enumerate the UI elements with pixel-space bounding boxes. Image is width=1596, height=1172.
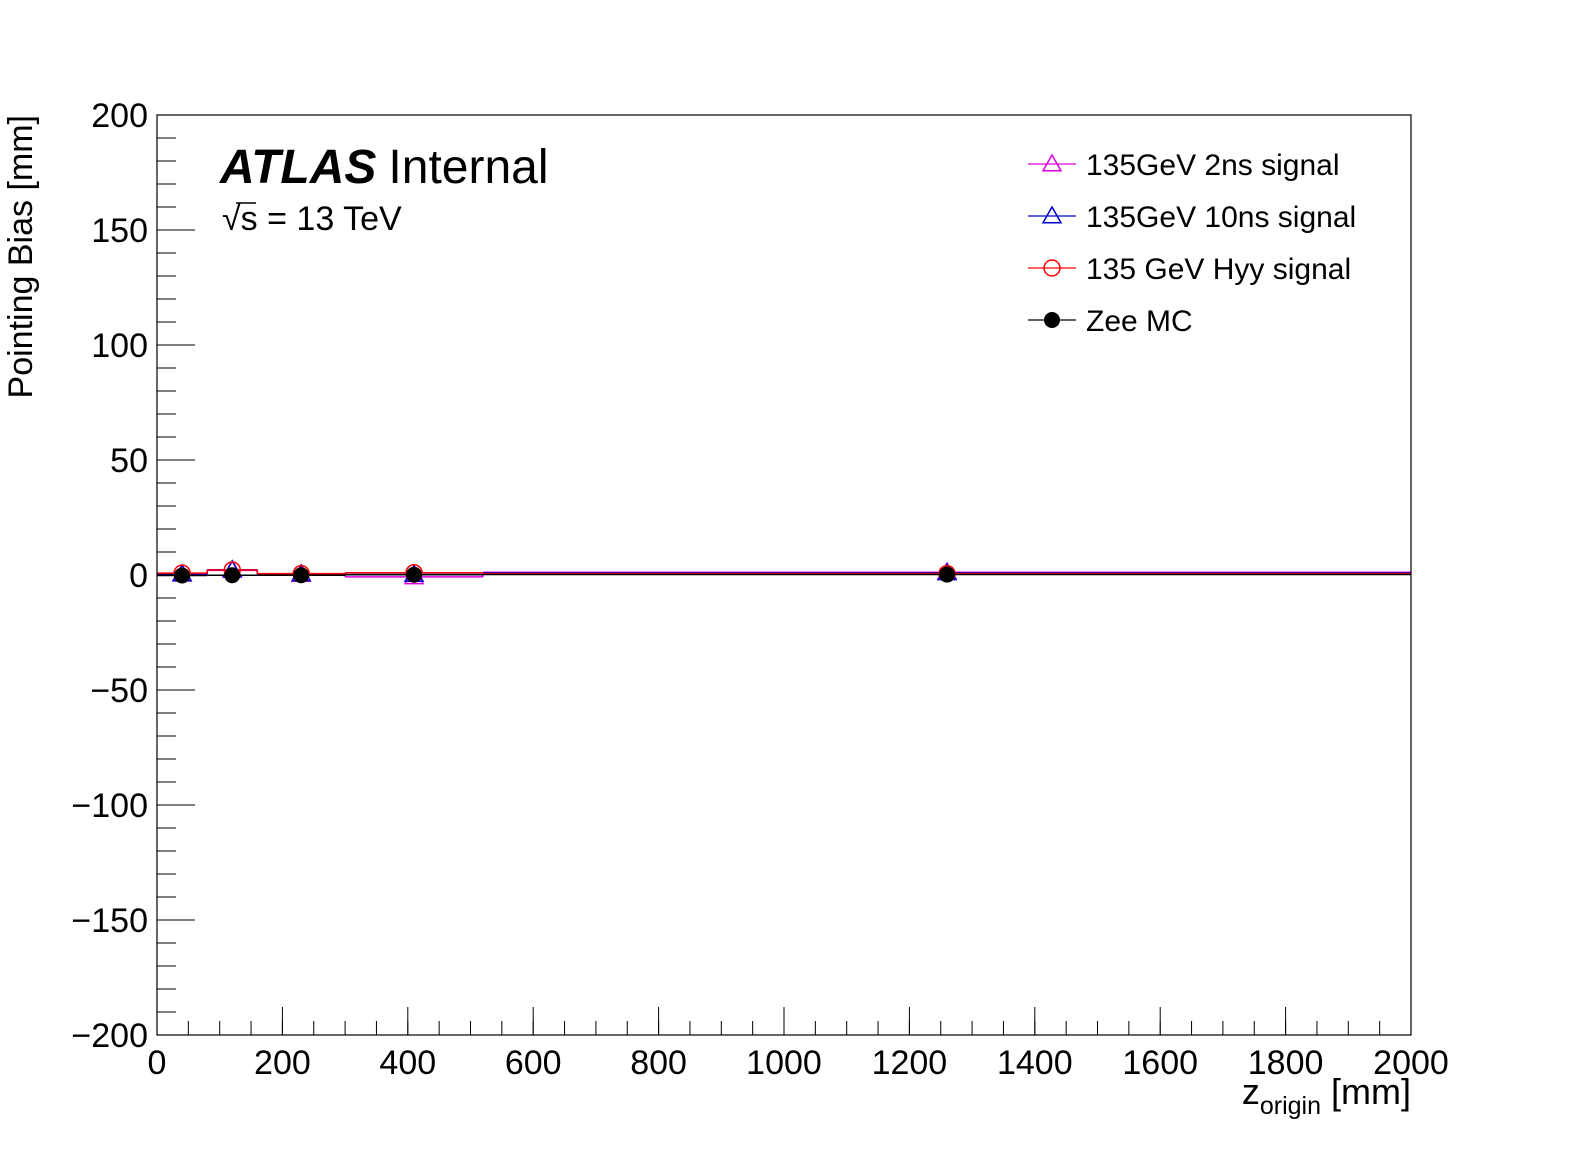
legend-marker [1044,312,1060,328]
atlas-label: ATLAS Internal √s = 13 TeV [219,141,549,238]
legend-item: 135GeV 2ns signal [1028,149,1340,182]
y-tick-label: −150 [71,902,148,940]
data-point [293,567,310,584]
y-tick-label: 200 [91,97,148,135]
legend: 135GeV 2ns signal 135GeV 10ns signal 135 G… [1028,149,1356,338]
data-point [406,566,423,583]
x-axis: 0 200 400 600 800 1000 1200 1400 1600 1800 2000 [148,1007,1449,1082]
y-tick-label: −100 [71,787,148,825]
sqrt-symbol: √ [222,200,241,238]
legend-item: 135GeV 10ns signal [1028,201,1356,234]
y-tick-label: −200 [71,1017,148,1055]
x-tick-label: 1000 [746,1044,822,1082]
legend-marker [1041,153,1063,172]
legend-marker [1043,259,1061,277]
legend-item: Zee MC [1028,305,1193,338]
x-axis-label-sub: origin [1260,1092,1321,1120]
x-axis-label-unit: [mm] [1331,1071,1411,1112]
energy-text: s = 13 TeV [241,200,402,238]
y-axis: −200 −150 −100 −50 0 50 100 150 200 [71,97,195,1055]
x-tick-label: 0 [148,1044,167,1082]
x-tick-label: 800 [630,1044,687,1082]
atlas-status-text: Internal [388,141,548,194]
y-tick-label: 50 [110,442,148,480]
x-tick-label: 400 [379,1044,436,1082]
legend-label: Zee MC [1086,305,1193,338]
y-tick-label: 100 [91,327,148,365]
data-point [224,567,241,584]
x-tick-label: 1800 [1248,1044,1324,1082]
legend-label: 135 GeV Hyy signal [1086,253,1351,286]
y-axis-label: Pointing Bias [mm] [2,115,40,398]
energy-label: √s = 13 TeV [222,200,402,238]
x-tick-label: 600 [505,1044,562,1082]
data-layer [157,559,1411,585]
data-point [939,566,956,583]
legend-marker [1041,205,1063,224]
x-axis-label-main: z [1242,1071,1260,1112]
x-tick-label: 2000 [1373,1044,1449,1082]
x-axis-label: zorigin [mm] [1242,1071,1411,1120]
y-tick-label: 0 [129,557,148,595]
x-tick-label: 1200 [872,1044,948,1082]
legend-item: 135 GeV Hyy signal [1028,253,1351,286]
x-tick-label: 200 [254,1044,311,1082]
legend-label: 135GeV 2ns signal [1086,149,1340,182]
legend-label: 135GeV 10ns signal [1086,201,1356,234]
y-tick-label: −50 [90,672,148,710]
x-tick-label: 1400 [997,1044,1073,1082]
y-tick-label: 150 [91,212,148,250]
x-tick-label: 1600 [1122,1044,1198,1082]
atlas-label-text: ATLAS [219,141,376,194]
